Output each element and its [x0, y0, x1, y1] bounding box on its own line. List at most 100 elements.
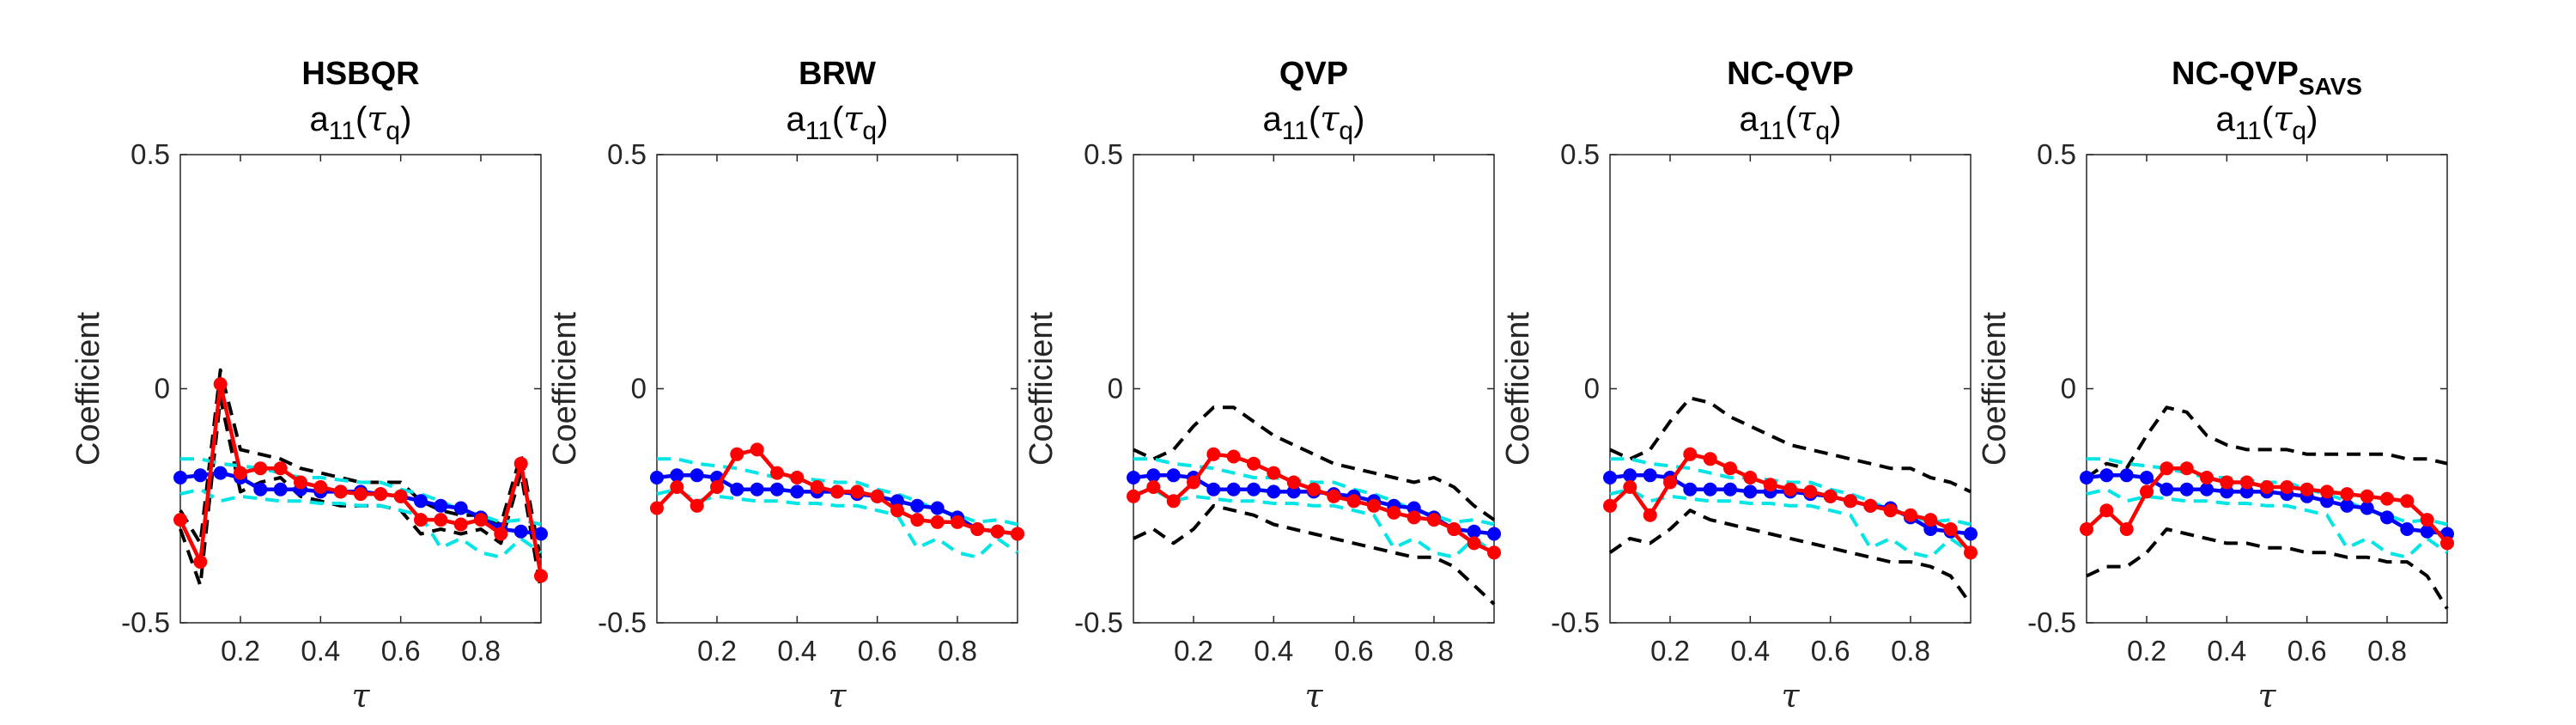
series-line [1608, 509, 1972, 606]
data-point [1286, 475, 1301, 490]
y-tick-label: 0.5 [1560, 138, 1600, 170]
series-quantile-band [2086, 487, 2449, 559]
y-tick-label: 0.5 [607, 138, 647, 170]
data-point [313, 480, 328, 494]
series-line [1133, 487, 1496, 559]
data-point [2340, 487, 2354, 502]
data-point [1467, 536, 1481, 551]
series-line [656, 487, 1019, 559]
series-estimate [650, 442, 1024, 541]
title-subscript: SAVS [2299, 73, 2362, 100]
y-tick-label: -0.5 [2027, 606, 2076, 638]
plot-title: HSBQR [301, 56, 419, 92]
data-point [2380, 510, 2394, 525]
y-tick-label: -0.5 [121, 606, 170, 638]
x-tick-label: 0.4 [301, 635, 340, 667]
series-line [180, 457, 542, 527]
series-estimate [2080, 461, 2454, 551]
data-point [2160, 482, 2174, 497]
data-point [1683, 447, 1698, 461]
x-tick-label: 0.4 [2207, 635, 2246, 667]
series-estimate [173, 377, 548, 583]
data-point [790, 471, 805, 484]
data-point [1467, 524, 1481, 539]
x-tick-label: 0.8 [2367, 635, 2407, 667]
data-point [1406, 510, 1421, 525]
data-point [2080, 471, 2093, 484]
data-point [474, 513, 488, 527]
data-point [1146, 468, 1161, 483]
x-tick-label: 0.4 [1730, 635, 1770, 667]
x-tick-label: 0.2 [221, 635, 260, 667]
data-point [1327, 489, 1341, 503]
data-point [193, 468, 208, 483]
series-confidence-band [2086, 527, 2449, 610]
data-point [2179, 482, 2194, 497]
data-point [1187, 475, 1200, 490]
data-point [1883, 503, 1898, 518]
data-point [830, 484, 844, 499]
x-tick-label: 0.6 [1811, 635, 1850, 667]
data-point [1011, 527, 1024, 541]
data-point [730, 482, 744, 497]
data-point [1206, 482, 1221, 497]
data-point [213, 466, 228, 480]
data-point [173, 513, 187, 527]
data-point [513, 524, 528, 539]
data-point [750, 442, 764, 457]
data-point [690, 498, 704, 513]
data-point [810, 480, 824, 494]
series-quantile-band [1609, 487, 1972, 559]
x-tick-label: 0.6 [381, 635, 421, 667]
data-point [374, 487, 388, 502]
data-point [513, 456, 528, 471]
data-point [1923, 513, 1938, 527]
y-tick-label: 0 [155, 373, 170, 405]
data-point [2440, 536, 2454, 551]
data-point [1166, 468, 1181, 483]
data-point [670, 480, 684, 494]
series-line [2085, 405, 2448, 479]
data-point [890, 503, 904, 518]
data-point [1267, 466, 1281, 480]
x-tick-label: 0.4 [1254, 635, 1293, 667]
data-point [850, 484, 865, 499]
y-axis-label: Coefficient [547, 312, 583, 466]
data-point [2200, 482, 2214, 497]
series-quantile-band [1133, 487, 1496, 559]
data-point [2099, 503, 2114, 518]
data-point [1964, 527, 1978, 541]
data-point [193, 555, 208, 570]
series-quantile-band [180, 457, 542, 527]
data-point [1663, 475, 1677, 490]
series-confidence-band [1609, 396, 1971, 494]
data-point [1447, 522, 1461, 536]
data-point [650, 471, 664, 484]
data-point [273, 482, 288, 497]
data-point [1487, 545, 1501, 560]
x-tick-label: 0.8 [938, 635, 977, 667]
data-point [2080, 522, 2093, 536]
data-point [930, 515, 945, 529]
data-point [1683, 482, 1698, 497]
data-point [1427, 513, 1441, 527]
data-point [710, 480, 724, 494]
data-point [1723, 461, 1737, 476]
data-point [2420, 513, 2434, 527]
series-quantile-band [657, 457, 1018, 527]
y-tick-label: 0.5 [1084, 138, 1123, 170]
data-point [1863, 498, 1878, 513]
data-point [453, 501, 468, 515]
data-point [173, 471, 187, 484]
data-point [213, 377, 228, 392]
data-point [534, 527, 548, 541]
series-estimate [1603, 447, 1978, 560]
series-line [1609, 487, 1972, 559]
y-axis-label: Coefficient [1024, 312, 1060, 466]
data-point [990, 524, 1005, 539]
data-point [770, 466, 784, 480]
data-point [870, 489, 884, 503]
y-tick-label: -0.5 [1074, 606, 1123, 638]
series-estimate [1127, 447, 1501, 560]
plot-subtitle: a11(τq)a11(τq) [787, 100, 889, 145]
